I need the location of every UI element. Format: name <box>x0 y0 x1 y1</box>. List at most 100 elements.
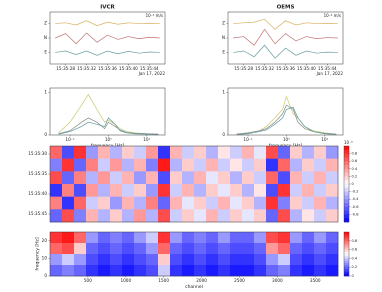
heatmap-cell <box>266 265 279 277</box>
heatmap-cell <box>74 243 87 255</box>
heatmap-cell <box>74 232 87 244</box>
colorbar-segment <box>344 187 349 192</box>
heatmap-cell <box>98 265 111 277</box>
heatmap-cell <box>242 184 255 197</box>
heatmap-cell <box>86 171 99 185</box>
heatmap-cell <box>314 254 327 266</box>
heatmap-cell <box>242 254 255 266</box>
x-tick-label: 1000 <box>120 278 131 283</box>
colorbar-tick-label: 0.2 <box>352 265 358 269</box>
x-tick-label: 2500 <box>234 278 245 283</box>
heatmap-cell <box>62 184 75 197</box>
heatmap-cell <box>194 146 207 159</box>
heatmap-cell <box>146 184 159 197</box>
heatmap-cell <box>62 146 75 159</box>
date-label: Jan 17, 2022 <box>138 71 166 76</box>
heatmap-cell <box>62 209 75 223</box>
heatmap-cell <box>134 243 147 255</box>
heatmap-cell <box>146 243 159 255</box>
heatmap-cell <box>146 209 159 223</box>
heatmap-cell <box>302 209 315 223</box>
heatmap-cell <box>110 196 123 210</box>
heatmap-cell <box>62 171 75 185</box>
heatmap-cell <box>170 232 183 244</box>
heatmap-cell <box>170 265 183 277</box>
x-tick-label: 15:35:32 <box>77 66 96 71</box>
heatmap-cell <box>326 265 339 277</box>
heatmap-cell <box>206 196 219 210</box>
colorbar-label: 10⁻⁵ <box>344 140 353 145</box>
heatmap-cell <box>290 196 303 210</box>
heatmap-cell <box>290 184 303 197</box>
heatmap-cell <box>302 254 315 266</box>
x-tick-label: 15:35:28 <box>234 66 253 71</box>
axes-frame <box>49 11 166 65</box>
heatmap-cell <box>278 209 291 223</box>
heatmap-cell <box>122 209 135 223</box>
x-tick-label: 1500 <box>158 278 169 283</box>
colorbar-segment <box>344 191 349 196</box>
heatmap-cell <box>74 254 87 266</box>
heatmap-cell <box>254 196 267 210</box>
heatmap-cell <box>254 232 267 244</box>
y-tick-label: 0 <box>44 132 47 137</box>
heatmap-cell <box>290 171 303 185</box>
heatmap-cell <box>158 254 171 266</box>
heatmap-cell <box>206 184 219 197</box>
x-tick-label: 15:35:40 <box>119 66 138 71</box>
y-tick-label: 1 <box>44 89 47 94</box>
colorbar-segment <box>344 180 349 185</box>
heatmap-cell <box>146 158 159 172</box>
heatmap-cell <box>170 209 183 223</box>
heatmap-cell <box>86 265 99 277</box>
colorbar-tick-label: 0 <box>352 182 355 186</box>
colorbar-segment <box>344 269 349 272</box>
colorbar-segment <box>344 260 349 264</box>
y-tick-label: N <box>44 35 47 40</box>
heatmap-cell <box>110 146 123 159</box>
series-line <box>58 117 159 135</box>
heatmap-cell <box>170 158 183 172</box>
heatmap-cell <box>158 146 171 159</box>
heatmap-cell <box>230 146 243 159</box>
heatmap-cell <box>158 196 171 210</box>
colorbar-segment <box>344 240 349 244</box>
heatmap-cell <box>254 171 267 185</box>
x-tick-label: 15:35:44 <box>140 66 159 71</box>
x-tick-label: 10⁻¹ <box>243 137 253 142</box>
x-tick-label: 10⁰ <box>283 137 290 142</box>
heatmap-cell <box>50 146 63 159</box>
heatmap-cell <box>218 243 231 255</box>
heatmap-cell <box>230 232 243 244</box>
heatmap-cell <box>230 209 243 223</box>
colorbar-frame <box>343 231 350 277</box>
colorbar-segment <box>344 273 349 277</box>
heatmap-cell <box>266 232 279 244</box>
heatmap-cell <box>326 158 339 172</box>
heatmap-cell <box>50 196 63 210</box>
colorbar-segment <box>344 243 349 246</box>
heatmap-cell <box>146 232 159 244</box>
heatmap-cell <box>170 254 183 266</box>
heatmap-cell <box>194 196 207 210</box>
heatmap-cell <box>326 209 339 223</box>
y-tick-label: E <box>44 49 47 54</box>
heatmap-cell <box>326 171 339 185</box>
heatmap-cell <box>182 184 195 197</box>
heatmap-cell <box>74 171 87 185</box>
heatmap-cell <box>314 184 327 197</box>
heatmap-cell <box>242 158 255 172</box>
y-tick-label: 0 <box>44 273 47 278</box>
heatmap-cell <box>158 184 171 197</box>
heatmap-cell <box>122 243 135 255</box>
heatmap-cell <box>242 171 255 185</box>
heatmap-cell <box>218 254 231 266</box>
heatmap-cell <box>110 254 123 266</box>
heatmap-cell <box>194 243 207 255</box>
heatmap-cell <box>146 146 159 159</box>
y-tick-label: Z <box>44 21 47 26</box>
colorbar-segment <box>344 256 349 259</box>
heatmap-cell <box>110 209 123 223</box>
heatmap-cell <box>50 171 63 185</box>
heatmap-cell <box>266 171 279 185</box>
